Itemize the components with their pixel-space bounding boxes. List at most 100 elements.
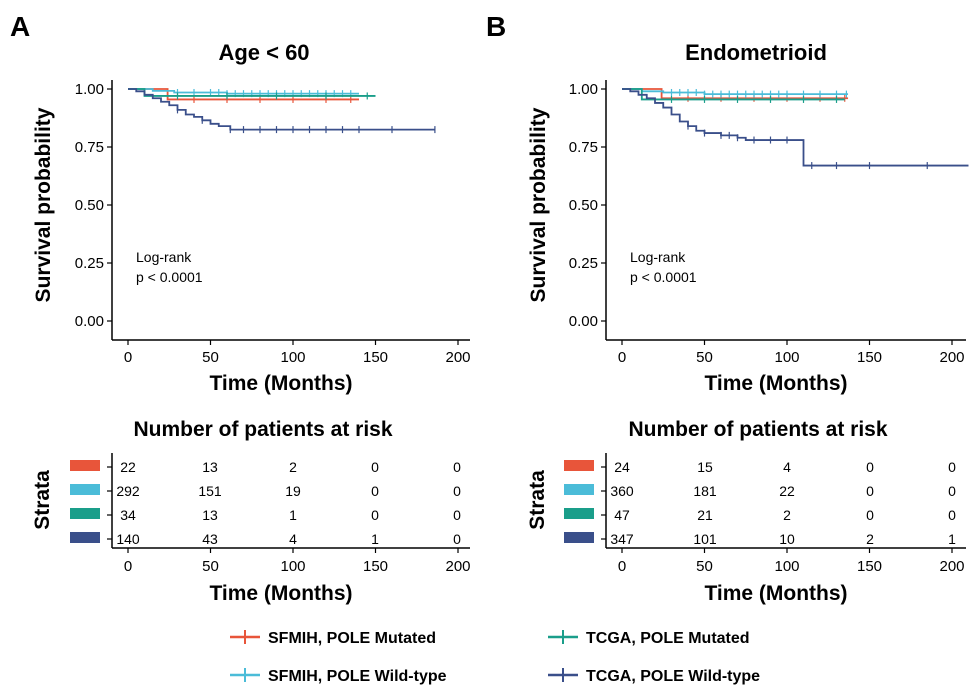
risk-cell: 43 bbox=[202, 531, 218, 547]
legend-label: SFMIH, POLE Mutated bbox=[268, 630, 436, 647]
strata-swatch-2 bbox=[70, 508, 100, 519]
risk-cell: 0 bbox=[453, 531, 461, 547]
legend-label: TCGA, POLE Mutated bbox=[586, 630, 750, 647]
panel-title: Age < 60 bbox=[218, 40, 309, 65]
y-tick-label: 0.75 bbox=[569, 139, 598, 156]
y-tick-label: 0.50 bbox=[569, 197, 598, 214]
risk-cell: 2 bbox=[289, 459, 297, 475]
risk-cell: 1 bbox=[371, 531, 379, 547]
x-tick-label: 0 bbox=[124, 349, 132, 366]
risk-cell: 2 bbox=[866, 531, 874, 547]
risk-cell: 0 bbox=[371, 483, 379, 499]
risk-x-tick-label: 100 bbox=[280, 558, 305, 575]
risk-cell: 151 bbox=[198, 483, 222, 499]
risk-cell: 0 bbox=[453, 507, 461, 523]
risk-x-tick-label: 200 bbox=[445, 558, 470, 575]
risk-strata-label: Strata bbox=[526, 470, 549, 530]
x-tick-label: 50 bbox=[696, 349, 713, 366]
y-axis-title: Survival probability bbox=[32, 107, 55, 302]
survival-curve-3 bbox=[622, 88, 969, 167]
risk-cell: 1 bbox=[948, 531, 956, 547]
x-tick-label: 200 bbox=[939, 349, 964, 366]
legend-label: SFMIH, POLE Wild-type bbox=[268, 668, 447, 685]
risk-cell: 21 bbox=[697, 507, 713, 523]
y-tick-label: 1.00 bbox=[569, 81, 598, 98]
panel-title: Endometrioid bbox=[685, 40, 827, 65]
strata-swatch-3 bbox=[70, 532, 100, 543]
y-tick-label: 0.00 bbox=[75, 313, 104, 330]
panel-letter: B bbox=[486, 11, 506, 42]
risk-x-tick-label: 150 bbox=[363, 558, 388, 575]
y-tick-label: 0.75 bbox=[75, 139, 104, 156]
risk-cell: 0 bbox=[866, 459, 874, 475]
risk-x-axis-title: Time (Months) bbox=[209, 582, 352, 605]
y-tick-label: 0.00 bbox=[569, 313, 598, 330]
risk-table-title: Number of patients at risk bbox=[133, 418, 392, 441]
x-tick-label: 0 bbox=[618, 349, 626, 366]
risk-x-tick-label: 0 bbox=[618, 558, 626, 575]
risk-cell: 101 bbox=[693, 531, 717, 547]
risk-cell: 19 bbox=[285, 483, 301, 499]
logrank-label: Log-rank bbox=[136, 249, 192, 265]
x-tick-label: 150 bbox=[857, 349, 882, 366]
x-tick-label: 50 bbox=[202, 349, 219, 366]
risk-x-tick-label: 200 bbox=[939, 558, 964, 575]
risk-cell: 0 bbox=[371, 507, 379, 523]
risk-cell: 140 bbox=[116, 531, 140, 547]
risk-cell: 0 bbox=[453, 459, 461, 475]
risk-strata-label: Strata bbox=[31, 470, 54, 530]
logrank-label: Log-rank bbox=[630, 249, 686, 265]
risk-cell: 0 bbox=[453, 483, 461, 499]
risk-cell: 4 bbox=[289, 531, 297, 547]
risk-table-title: Number of patients at risk bbox=[628, 418, 887, 441]
strata-swatch-1 bbox=[564, 484, 594, 495]
risk-x-tick-label: 100 bbox=[774, 558, 799, 575]
x-axis-title: Time (Months) bbox=[209, 372, 352, 395]
x-tick-label: 150 bbox=[363, 349, 388, 366]
risk-cell: 0 bbox=[948, 507, 956, 523]
risk-cell: 10 bbox=[779, 531, 795, 547]
strata-swatch-0 bbox=[70, 460, 100, 471]
risk-cell: 22 bbox=[120, 459, 136, 475]
risk-cell: 13 bbox=[202, 507, 218, 523]
risk-cell: 47 bbox=[614, 507, 630, 523]
x-tick-label: 200 bbox=[445, 349, 470, 366]
y-tick-label: 0.50 bbox=[75, 197, 104, 214]
risk-cell: 347 bbox=[610, 531, 634, 547]
risk-cell: 292 bbox=[116, 483, 140, 499]
y-axis-title: Survival probability bbox=[527, 107, 550, 302]
risk-cell: 0 bbox=[371, 459, 379, 475]
risk-cell: 0 bbox=[866, 483, 874, 499]
pvalue-label: p < 0.0001 bbox=[136, 269, 203, 285]
pvalue-label: p < 0.0001 bbox=[630, 269, 697, 285]
strata-swatch-0 bbox=[564, 460, 594, 471]
survival-curve-3 bbox=[128, 88, 435, 131]
risk-cell: 15 bbox=[697, 459, 713, 475]
risk-cell: 0 bbox=[948, 483, 956, 499]
risk-x-tick-label: 150 bbox=[857, 558, 882, 575]
panel-letter: A bbox=[10, 11, 30, 42]
x-tick-label: 100 bbox=[280, 349, 305, 366]
risk-cell: 0 bbox=[866, 507, 874, 523]
risk-cell: 4 bbox=[783, 459, 791, 475]
risk-x-axis-title: Time (Months) bbox=[704, 582, 847, 605]
risk-cell: 22 bbox=[779, 483, 795, 499]
legend-label: TCGA, POLE Wild-type bbox=[586, 668, 760, 685]
risk-cell: 2 bbox=[783, 507, 791, 523]
strata-swatch-1 bbox=[70, 484, 100, 495]
risk-x-tick-label: 50 bbox=[696, 558, 713, 575]
strata-swatch-2 bbox=[564, 508, 594, 519]
risk-cell: 0 bbox=[948, 459, 956, 475]
risk-x-tick-label: 50 bbox=[202, 558, 219, 575]
y-tick-label: 1.00 bbox=[75, 81, 104, 98]
risk-x-tick-label: 0 bbox=[124, 558, 132, 575]
x-axis-title: Time (Months) bbox=[704, 372, 847, 395]
risk-cell: 24 bbox=[614, 459, 630, 475]
risk-cell: 13 bbox=[202, 459, 218, 475]
y-tick-label: 0.25 bbox=[569, 255, 598, 272]
risk-cell: 1 bbox=[289, 507, 297, 523]
x-tick-label: 100 bbox=[774, 349, 799, 366]
y-tick-label: 0.25 bbox=[75, 255, 104, 272]
